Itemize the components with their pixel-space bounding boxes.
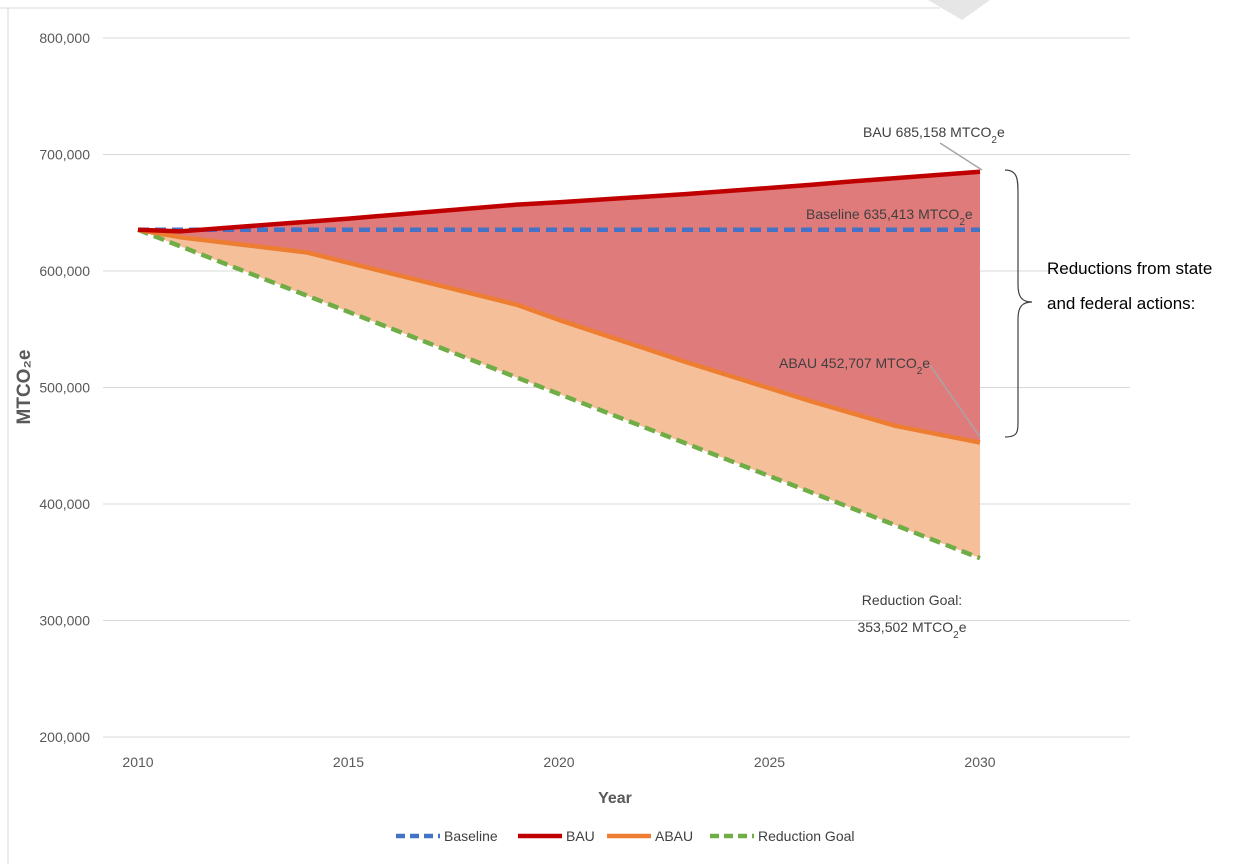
x-tick-label: 2020 [543, 754, 574, 770]
x-tick-label: 2015 [333, 754, 364, 770]
x-tick-label: 2030 [964, 754, 995, 770]
series-lines [137, 169, 981, 561]
series-line-abau [137, 227, 981, 445]
bau-annotation: BAU 685,158 MTCO2e [863, 124, 1005, 146]
area-fills [138, 171, 980, 559]
y-tick-label: 800,000 [39, 30, 90, 46]
y-tick-label: 200,000 [39, 729, 90, 745]
reductions-annotation-line1: Reductions from state [1047, 259, 1212, 278]
y-tick-label: 300,000 [39, 613, 90, 629]
goal-annotation-line2: 353,502 MTCO2e [857, 619, 966, 641]
x-axis-title: Year [598, 790, 632, 807]
reductions-annotation-line2: and federal actions: [1047, 294, 1195, 313]
x-tick-label: 2025 [754, 754, 785, 770]
abau-leader-line [929, 364, 981, 438]
y-axis-ticks: 200,000 300,000 400,000 500,000 600,000 700,0… [39, 30, 90, 745]
x-axis-ticks: 2010 2015 2020 2025 2030 [122, 754, 995, 770]
legend-label-bau: BAU [566, 828, 595, 844]
fill-bau-to-abau [138, 171, 980, 443]
legend-label-abau: ABAU [655, 828, 693, 844]
abau-annotation: ABAU 452,707 MTCO2e [779, 355, 930, 377]
legend: Baseline BAU ABAU Reduction Goal [396, 828, 855, 844]
bau-leader-line [939, 142, 983, 171]
y-tick-label: 600,000 [39, 263, 90, 279]
y-tick-label: 400,000 [39, 496, 90, 512]
y-tick-label: 700,000 [39, 147, 90, 163]
reductions-brace [1004, 169, 1033, 438]
goal-annotation-line1: Reduction Goal: [862, 592, 962, 608]
x-tick-label: 2010 [122, 754, 153, 770]
frame-corner-shade [928, 0, 990, 20]
y-tick-label: 500,000 [39, 380, 90, 396]
annotations: BAU 685,158 MTCO2e Baseline 635,413 MTCO… [779, 124, 1212, 641]
series-line-reduction-goal [137, 227, 981, 561]
legend-label-reduction-goal: Reduction Goal [758, 828, 855, 844]
y-axis-title: MTCO₂e [14, 350, 35, 425]
baseline-annotation: Baseline 635,413 MTCO2e [806, 206, 973, 228]
legend-label-baseline: Baseline [444, 828, 498, 844]
series-line-bau [137, 169, 981, 234]
